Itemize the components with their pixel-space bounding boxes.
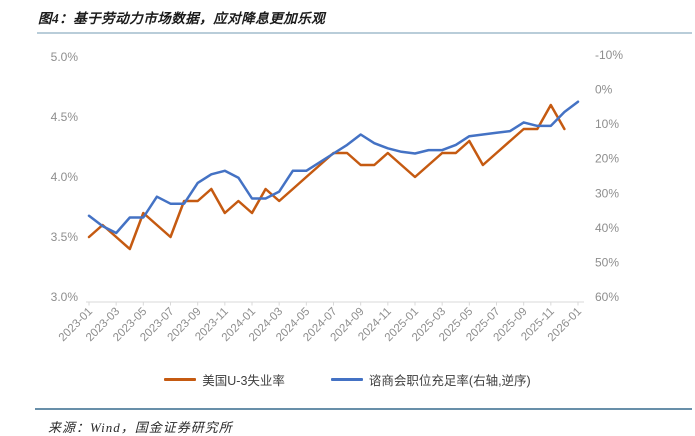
left-axis-tick-label: 4.5%: [51, 110, 79, 124]
series-line-1: [87, 100, 580, 235]
series-line-0: [87, 103, 566, 251]
right-axis-tick-label: 20%: [595, 152, 619, 166]
footer-divider: [35, 408, 692, 410]
left-axis-tick-label: 5.0%: [51, 50, 79, 64]
right-axis-tick-label: 10%: [595, 117, 619, 131]
line-chart: 2023-01 2023-03 2023-05 2023-07 2023-09 2023-…: [51, 48, 624, 344]
right-axis-tick-label: -10%: [595, 48, 623, 62]
left-axis-tick-label: 4.0%: [51, 170, 79, 184]
right-axis-tick-label: 0%: [595, 83, 613, 97]
legend-marker-icon: [164, 377, 197, 381]
left-axis-tick-label: 3.5%: [51, 230, 79, 244]
left-axis-tick-label: 3.0%: [51, 290, 79, 304]
legend-item-0: 美国U-3失业率: [164, 370, 285, 389]
legend-label: 谘商会职位充足率(右轴,逆序): [368, 373, 531, 388]
title-divider: [37, 32, 692, 34]
right-axis-tick-label: 50%: [595, 255, 619, 269]
legend-marker-icon: [330, 377, 363, 381]
chart-legend: 美国U-3失业率 谘商会职位充足率(右轴,逆序): [0, 368, 695, 390]
legend-label: 美国U-3失业率: [202, 373, 285, 388]
figure-title: 图4：基于劳动力市场数据，应对降息更加乐观: [38, 11, 326, 26]
right-axis-tick-label: 40%: [595, 221, 619, 235]
right-axis-tick-label: 60%: [595, 290, 619, 304]
right-axis-tick-label: 30%: [595, 186, 619, 200]
legend-item-1: 谘商会职位充足率(右轴,逆序): [330, 370, 531, 389]
chart-canvas: 2023-012023-032023-052023-072023-092023-…: [51, 48, 624, 344]
